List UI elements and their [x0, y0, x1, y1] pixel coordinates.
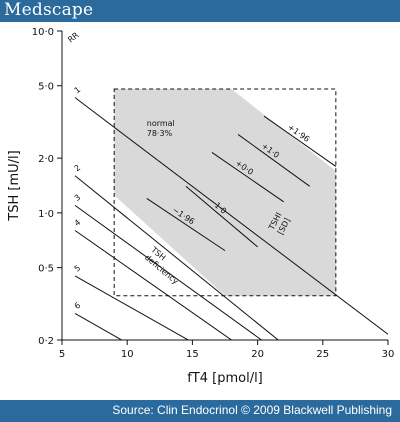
y-tick-label: 5·0 — [38, 82, 54, 93]
normal-region — [114, 89, 336, 296]
source-citation: Source: Clin Endocrinol © 2009 Blackwell… — [112, 403, 392, 417]
y-tick-label: 2·0 — [38, 154, 54, 165]
medscape-banner: Medscape — [0, 0, 400, 22]
tshi-line — [185, 185, 258, 248]
rr-line-6 — [74, 312, 123, 340]
rr-line-5 — [74, 275, 190, 340]
tshi-line — [211, 152, 284, 203]
footer-bar: Source: Clin Endocrinol © 2009 Blackwell… — [0, 400, 400, 422]
x-tick-label: 10 — [121, 349, 134, 360]
rr-line-label-6: 6 — [73, 301, 83, 311]
rr-line-2 — [74, 175, 279, 340]
y-tick-label: 0·2 — [38, 336, 54, 347]
x-tick-label: 20 — [251, 349, 264, 360]
tshi-lines-layer — [146, 115, 337, 252]
rr-line-1 — [74, 97, 388, 335]
rr-line-label-2: 2 — [73, 163, 83, 173]
rr-line-label-1: 1 — [73, 85, 83, 95]
rr-line-label-3: 3 — [73, 193, 83, 203]
y-tick-label: 10·0 — [32, 27, 54, 38]
y-tick-label: 0·5 — [38, 264, 54, 275]
x-tick-label: 25 — [316, 349, 329, 360]
rr-line-label-5: 5 — [73, 263, 83, 273]
y-axis-title: TSH [mU/l] — [7, 150, 22, 221]
x-tick-label: 5 — [59, 349, 65, 360]
tshi-line — [146, 198, 226, 252]
reference-range-box — [113, 88, 337, 297]
normal-region-layer — [114, 89, 336, 296]
medscape-logo: Medscape — [4, 0, 94, 20]
rr-line-4 — [74, 230, 233, 340]
x-axis-title: fT4 [pmol/l] — [187, 371, 263, 386]
normal-label: normal — [147, 119, 175, 128]
normal-percent: 78·3% — [147, 129, 173, 138]
reference-box-layer — [113, 88, 337, 297]
rr-line-3 — [74, 204, 263, 340]
y-tick-label: 1·0 — [38, 209, 54, 220]
x-tick-label: 15 — [186, 349, 199, 360]
x-tick-label: 30 — [382, 349, 395, 360]
tshi-line — [237, 134, 311, 187]
tshi-line — [263, 115, 337, 167]
rr-line-label-4: 4 — [73, 218, 83, 228]
rr-lines-layer — [74, 97, 388, 340]
